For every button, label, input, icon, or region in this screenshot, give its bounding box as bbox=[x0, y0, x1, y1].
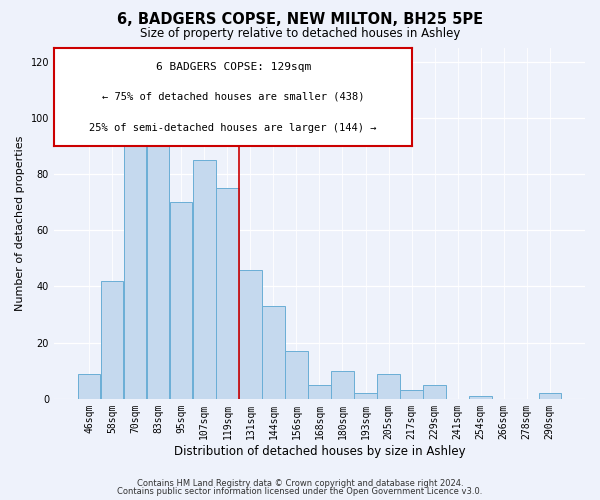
Bar bbox=[331, 370, 353, 399]
Bar bbox=[262, 306, 284, 399]
Bar bbox=[308, 385, 331, 399]
Text: Size of property relative to detached houses in Ashley: Size of property relative to detached ho… bbox=[140, 28, 460, 40]
Bar bbox=[124, 143, 146, 399]
Bar bbox=[539, 393, 561, 399]
X-axis label: Distribution of detached houses by size in Ashley: Distribution of detached houses by size … bbox=[173, 444, 465, 458]
Text: Contains public sector information licensed under the Open Government Licence v3: Contains public sector information licen… bbox=[118, 487, 482, 496]
Bar bbox=[469, 396, 492, 399]
Bar bbox=[216, 188, 239, 399]
Y-axis label: Number of detached properties: Number of detached properties bbox=[15, 136, 25, 311]
Text: 6, BADGERS COPSE, NEW MILTON, BH25 5PE: 6, BADGERS COPSE, NEW MILTON, BH25 5PE bbox=[117, 12, 483, 28]
Bar bbox=[400, 390, 423, 399]
Bar bbox=[170, 202, 193, 399]
Bar bbox=[193, 160, 215, 399]
Bar bbox=[147, 146, 169, 399]
Bar bbox=[424, 385, 446, 399]
Text: Contains HM Land Registry data © Crown copyright and database right 2024.: Contains HM Land Registry data © Crown c… bbox=[137, 478, 463, 488]
Bar bbox=[78, 374, 100, 399]
Bar bbox=[377, 374, 400, 399]
Bar bbox=[285, 351, 308, 399]
Bar bbox=[239, 270, 262, 399]
Bar bbox=[101, 281, 124, 399]
Bar bbox=[355, 393, 377, 399]
